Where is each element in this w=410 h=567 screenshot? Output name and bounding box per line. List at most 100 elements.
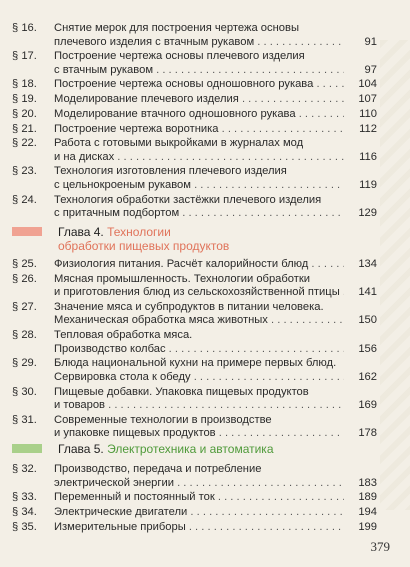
toc-entry: § 30. Пищевые добавки. Упаковка пищевых п… <box>12 386 377 413</box>
section-title-line: Переменный и постоянный ток <box>54 491 344 505</box>
toc-entry: § 35. Измерительные приборы 199 <box>12 521 377 535</box>
section-title-line: Тепловая обработка мяса. <box>54 329 193 342</box>
section-title: Электрические двигатели <box>54 506 344 520</box>
toc-entry: § 21. Построение чертежа воротника 112 <box>12 123 377 137</box>
section-number: § 19. <box>12 93 37 106</box>
section-number: § 27. <box>12 300 37 313</box>
section-page: 129 <box>358 207 377 220</box>
section-title: Моделирование втачного одношовного рукав… <box>54 108 344 122</box>
section-title: Снятие мерок для построения чертежа осно… <box>54 22 344 49</box>
section-title: Построение чертежа основы одношовного ру… <box>54 78 344 92</box>
section-title-line: Производство колбас <box>54 343 344 357</box>
section-title: Технология обработки застёжки плечевого … <box>54 194 344 221</box>
toc-entry: § 16. Снятие мерок для построения чертежа… <box>12 22 377 49</box>
section-title: Блюда национальной кухни на примере перв… <box>54 357 344 384</box>
chapter-heading: Глава 5. Электротехника и автоматика <box>58 442 274 456</box>
section-number: § 26. <box>12 272 37 285</box>
section-title-line: Значение мяса и субпродуктов в питании ч… <box>54 300 324 313</box>
section-page: 97 <box>364 63 377 76</box>
section-title: Работа с готовыми выкройками в журналах … <box>54 137 344 164</box>
section-page: 169 <box>358 399 377 411</box>
section-title: Моделирование плечевого изделия <box>54 93 344 107</box>
section-number: § 32. <box>12 463 37 475</box>
section-title-line: Построение чертежа воротника <box>54 123 344 137</box>
section-number: § 33. <box>12 491 37 504</box>
chapter-4: Глава 4. Технологии обработки пищевых про… <box>12 225 377 255</box>
section-title: Современные технологии в производстве и у… <box>54 414 344 441</box>
section-page: 91 <box>364 35 377 48</box>
toc-entry: § 25. Физиология питания. Расчёт калорийн… <box>12 258 377 272</box>
section-title-line: и упаковке пищевых продуктов <box>54 427 344 441</box>
chapter-title-line2: обработки пищевых продуктов <box>58 239 230 253</box>
section-title-line: с втачным рукавом <box>54 64 344 78</box>
toc-entry: § 32. Производство, передача и потреблени… <box>12 463 377 490</box>
toc-entry: § 31. Современные технологии в производст… <box>12 414 377 441</box>
section-title: Физиология питания. Расчёт калорийности … <box>54 258 344 272</box>
toc-entry: § 18. Построение чертежа основы одношовно… <box>12 78 377 92</box>
section-title-line: Электрические двигатели <box>54 506 344 520</box>
chapter-heading: Глава 4. Технологии обработки пищевых про… <box>58 225 229 253</box>
page-number: 379 <box>370 539 391 554</box>
section-page: 107 <box>358 93 377 106</box>
chapter-label: Глава 4. <box>58 225 108 239</box>
section-number: § 22. <box>12 137 37 150</box>
chapter-5: Глава 5. Электротехника и автоматика <box>12 442 377 457</box>
section-page: 199 <box>358 520 377 533</box>
section-number: § 25. <box>12 258 37 270</box>
section-title-line: Современные технологии в производстве <box>54 413 272 426</box>
section-title-line: Построение чертежа основы плечевого изде… <box>54 50 305 63</box>
section-title-line: Технология изготовления плечевого издели… <box>54 165 287 178</box>
chapter-color-bar <box>12 227 42 236</box>
section-title: Тепловая обработка мяса. Производство кол… <box>54 329 344 356</box>
section-title-line: Технология обработки застёжки плечевого … <box>54 193 322 206</box>
section-page: 194 <box>358 505 377 518</box>
toc-entry: § 17. Построение чертежа основы плечевого… <box>12 50 377 77</box>
section-number: § 17. <box>12 50 37 63</box>
section-title: Построение чертежа основы плечевого изде… <box>54 50 344 77</box>
chapter-label: Глава 5. <box>58 442 108 456</box>
section-title-line: и приготовления блюд из сельскохозяйстве… <box>54 286 344 300</box>
section-title-line: и товаров <box>54 399 344 413</box>
section-number: § 29. <box>12 357 37 370</box>
section-page: 134 <box>358 258 377 270</box>
section-number: § 35. <box>12 520 37 533</box>
toc-entry: § 22. Работа с готовыми выкройками в журн… <box>12 137 377 164</box>
section-title-line: Построение чертежа основы одношовного ру… <box>54 78 344 92</box>
decorative-pattern <box>380 40 410 510</box>
section-title-line: с притачным подбортом <box>54 207 344 221</box>
section-title-line: и на дисках <box>54 151 344 165</box>
section-number: § 31. <box>12 413 37 426</box>
toc-entry: § 23. Технология изготовления плечевого и… <box>12 165 377 192</box>
section-title-line: Моделирование плечевого изделия <box>54 93 344 107</box>
section-title: Измерительные приборы <box>54 521 344 535</box>
section-title-line: Измерительные приборы <box>54 521 344 535</box>
section-title-line: Сервировка стола к обеду <box>54 371 344 385</box>
section-title: Технология изготовления плечевого издели… <box>54 165 344 192</box>
section-page: 183 <box>358 476 377 489</box>
toc-entry: § 20. Моделирование втачного одношовного … <box>12 108 377 122</box>
toc-entry: § 19. Моделирование плечевого изделия 107 <box>12 93 377 107</box>
section-page: 189 <box>358 491 377 504</box>
section-page: 150 <box>358 314 377 327</box>
section-title-line: Блюда национальной кухни на примере перв… <box>54 357 337 370</box>
section-page: 110 <box>359 107 377 120</box>
section-number: § 20. <box>12 107 37 120</box>
section-title-line: Механическая обработка мяса животных <box>54 314 344 328</box>
section-title: Производство, передача и потребление элек… <box>54 463 344 490</box>
chapter-title: Электротехника и автоматика <box>107 442 274 456</box>
section-page: 112 <box>359 122 377 135</box>
section-number: § 23. <box>12 165 37 178</box>
toc-entry: § 24. Технология обработки застёжки плече… <box>12 194 377 221</box>
toc-entry: § 27. Значение мяса и субпродуктов в пита… <box>12 301 377 328</box>
section-number: § 21. <box>12 122 37 135</box>
section-number: § 24. <box>12 193 37 206</box>
section-number: § 16. <box>12 22 37 34</box>
section-title-line: Мясная промышленность. Технологии обрабо… <box>54 272 311 285</box>
section-page: 141 <box>358 286 377 299</box>
section-page: 104 <box>358 78 377 91</box>
section-page: 116 <box>359 150 377 163</box>
section-page: 119 <box>359 178 377 191</box>
section-title-line: плечевого изделия с втачным рукавом <box>54 36 344 50</box>
chapter-title: Технологии <box>107 225 171 239</box>
